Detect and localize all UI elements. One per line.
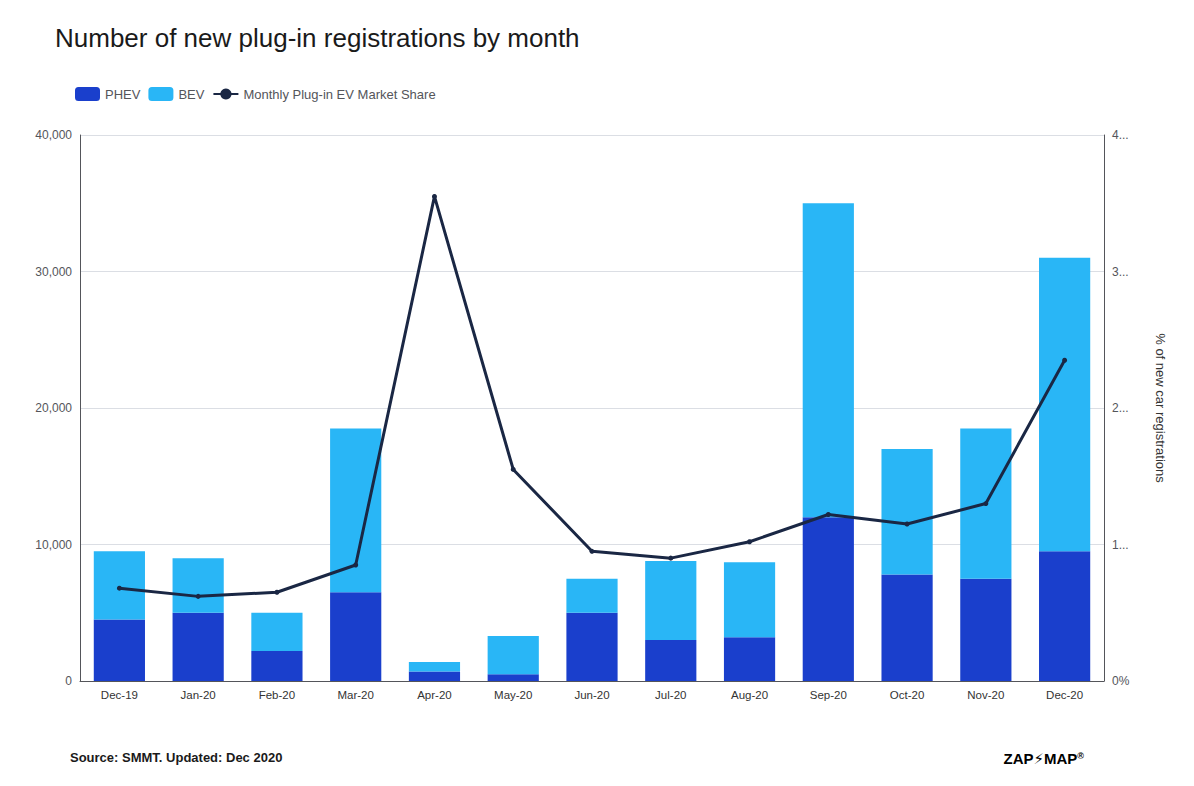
svg-text:MAP: MAP — [1044, 750, 1077, 767]
svg-text:PHEV: PHEV — [105, 87, 141, 102]
svg-text:Nov-20: Nov-20 — [967, 689, 1004, 701]
svg-text:⚡: ⚡ — [1034, 750, 1045, 767]
svg-text:0: 0 — [65, 674, 72, 688]
svg-text:Jan-20: Jan-20 — [181, 689, 216, 701]
svg-text:3...: 3... — [1112, 265, 1129, 279]
svg-text:0%: 0% — [1112, 674, 1130, 688]
svg-text:Dec-20: Dec-20 — [1046, 689, 1083, 701]
svg-text:Oct-20: Oct-20 — [890, 689, 925, 701]
svg-text:Monthly Plug-in EV Market Shar: Monthly Plug-in EV Market Share — [243, 87, 435, 102]
svg-text:BEV: BEV — [178, 87, 204, 102]
svg-text:40,000: 40,000 — [35, 128, 72, 142]
svg-text:Dec-19: Dec-19 — [101, 689, 138, 701]
svg-text:4...: 4... — [1112, 128, 1129, 142]
svg-text:2...: 2... — [1112, 401, 1129, 415]
svg-text:30,000: 30,000 — [35, 265, 72, 279]
svg-text:Number of new plug-in registra: Number of new plug-in registrations by m… — [55, 23, 580, 53]
svg-text:®: ® — [1077, 751, 1084, 761]
svg-text:Apr-20: Apr-20 — [417, 689, 452, 701]
svg-text:Source: SMMT. Updated: Dec 202: Source: SMMT. Updated: Dec 2020 — [70, 750, 282, 765]
svg-text:ZAP: ZAP — [1004, 750, 1034, 767]
svg-text:Jun-20: Jun-20 — [574, 689, 609, 701]
svg-text:Mar-20: Mar-20 — [337, 689, 373, 701]
svg-text:Aug-20: Aug-20 — [731, 689, 768, 701]
svg-text:Feb-20: Feb-20 — [259, 689, 295, 701]
svg-text:Sep-20: Sep-20 — [810, 689, 847, 701]
svg-text:Jul-20: Jul-20 — [655, 689, 686, 701]
svg-text:May-20: May-20 — [494, 689, 532, 701]
svg-text:1...: 1... — [1112, 538, 1129, 552]
svg-text:% of new car registrations: % of new car registrations — [1153, 333, 1168, 483]
svg-text:10,000: 10,000 — [35, 538, 72, 552]
svg-text:20,000: 20,000 — [35, 401, 72, 415]
